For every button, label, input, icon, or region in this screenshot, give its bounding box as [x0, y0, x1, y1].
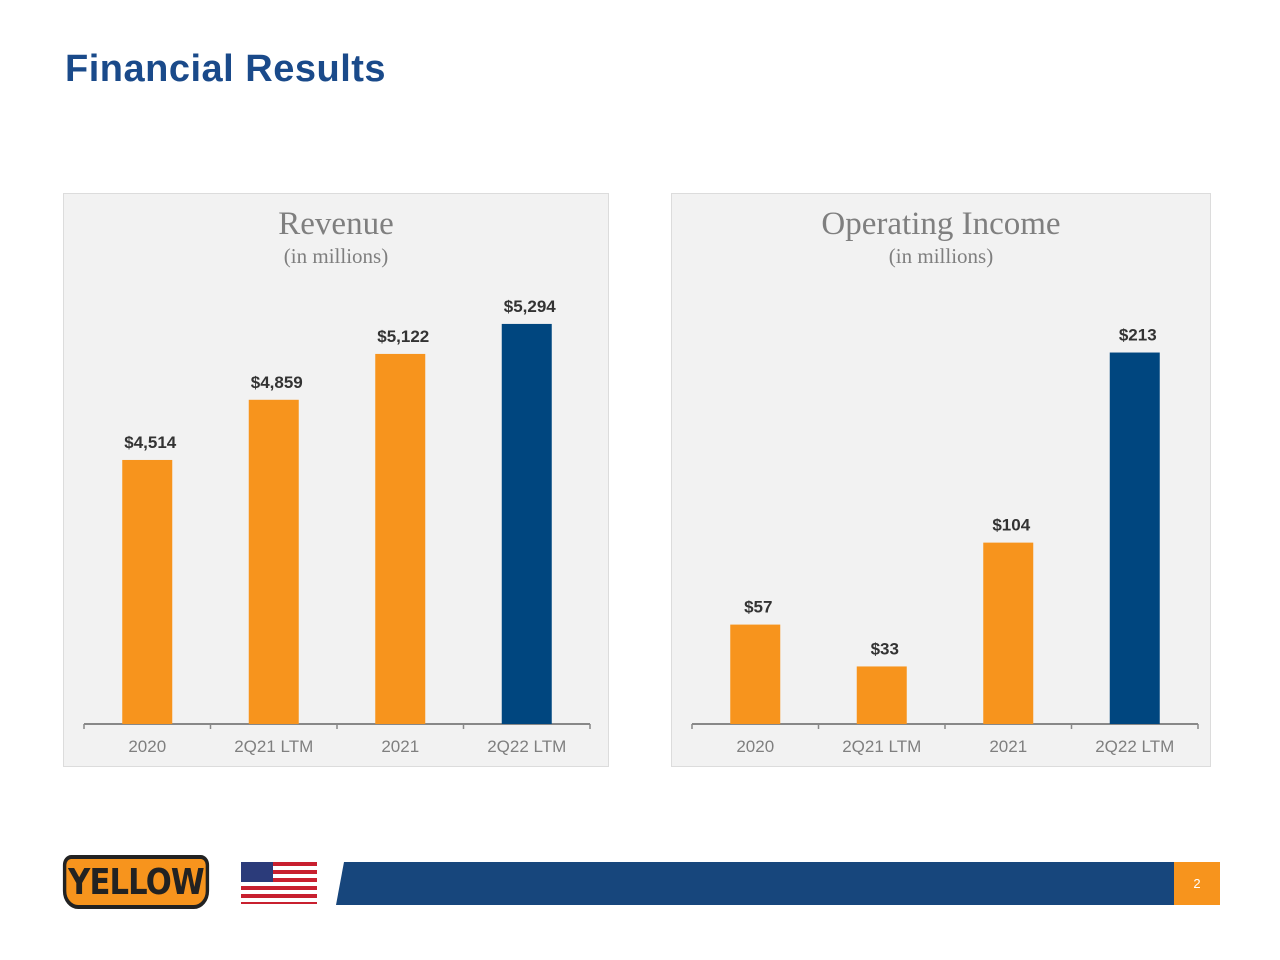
bar-2q22-ltm — [501, 323, 552, 724]
logo-text: YELLOW — [68, 861, 204, 903]
bar-2020 — [122, 459, 173, 724]
chart-subtitle: (in millions) — [888, 244, 994, 268]
data-label: $33 — [871, 639, 899, 658]
x-tick-label: 2021 — [381, 737, 419, 756]
bar-2q21-ltm — [248, 399, 299, 724]
revenue-chart: Revenue (in millions) $4,514 2020 $4,859 2Q… — [63, 193, 609, 767]
page-title: Financial Results — [65, 48, 387, 90]
us-flag-icon — [241, 862, 317, 904]
x-tick-label: 2020 — [736, 737, 774, 756]
bar-2020 — [730, 624, 781, 724]
bar-2021 — [983, 542, 1034, 724]
data-label: $5,294 — [504, 297, 557, 316]
chart-subtitle: (in millions) — [283, 244, 389, 268]
data-label: $104 — [992, 516, 1030, 535]
footer-bar — [336, 862, 1176, 905]
chart-plot: $57 2020 $33 2Q21 LTM $104 2021 $213 2Q22 LTM — [691, 326, 1199, 756]
chart-title: Revenue — [278, 206, 394, 242]
page-number: 2 — [1174, 862, 1220, 905]
x-tick-label: 2020 — [128, 737, 166, 756]
bar-2021 — [375, 353, 426, 724]
chart-plot: $4,514 2020 $4,859 2Q21 LTM $5,122 2021 $5,294… — [83, 297, 591, 756]
data-label: $4,514 — [124, 433, 177, 452]
data-label: $57 — [744, 598, 772, 617]
chart-title: Operating Income — [821, 206, 1061, 242]
data-label: $5,122 — [377, 327, 429, 346]
x-tick-label: 2Q22 LTM — [487, 737, 566, 756]
bar-2q22-ltm — [1109, 352, 1160, 724]
data-label: $4,859 — [251, 373, 303, 392]
operating-income-chart: Operating Income (in millions) $57 2020 $3… — [671, 193, 1211, 767]
x-tick-label: 2Q21 LTM — [234, 737, 313, 756]
data-label: $213 — [1119, 326, 1157, 345]
x-tick-label: 2Q22 LTM — [1095, 737, 1174, 756]
x-tick-label: 2021 — [989, 737, 1027, 756]
x-tick-label: 2Q21 LTM — [842, 737, 921, 756]
bar-2q21-ltm — [856, 666, 907, 724]
yellow-logo: YELLOW — [62, 855, 210, 909]
